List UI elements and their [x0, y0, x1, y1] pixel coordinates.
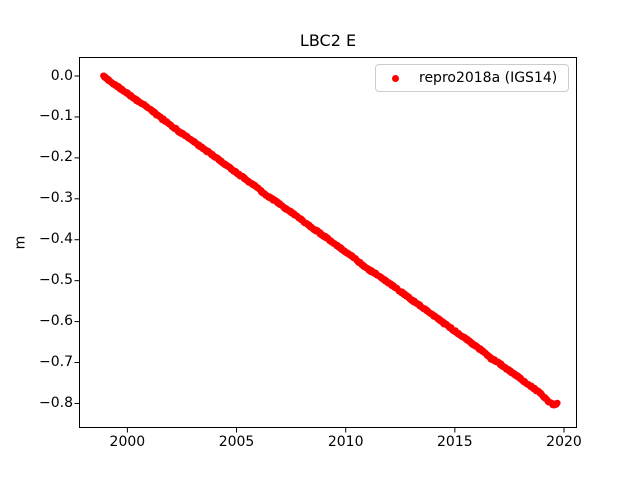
data-point	[554, 399, 561, 407]
x-tick-label: 2020	[546, 434, 582, 450]
legend-label: repro2018a (IGS14)	[419, 70, 558, 86]
y-tick-label: −0.2	[39, 149, 73, 166]
y-tick-label: −0.5	[39, 272, 73, 289]
axes-border	[79, 57, 577, 428]
x-tick-label: 2010	[327, 434, 364, 450]
y-tick-label: 0.0	[50, 67, 73, 84]
y-tick-label: −0.8	[39, 394, 73, 411]
y-tick-label: −0.3	[39, 190, 73, 207]
y-tick-label: −0.6	[39, 313, 73, 330]
y-tick-label: −0.4	[39, 231, 73, 248]
x-tick-label: 2005	[218, 434, 255, 450]
y-tick-label: −0.1	[39, 108, 73, 125]
y-tick-label: −0.7	[39, 354, 73, 371]
x-ticks	[126, 427, 565, 433]
chart-title: LBC2 E	[299, 31, 357, 50]
x-tick-label: 2015	[437, 434, 473, 450]
x-tick-label: 2000	[109, 434, 146, 450]
scatter-series	[100, 72, 561, 409]
legend-marker-dot-icon	[392, 74, 399, 82]
y-ticks	[74, 75, 80, 404]
legend: repro2018a (IGS14)	[375, 64, 570, 92]
